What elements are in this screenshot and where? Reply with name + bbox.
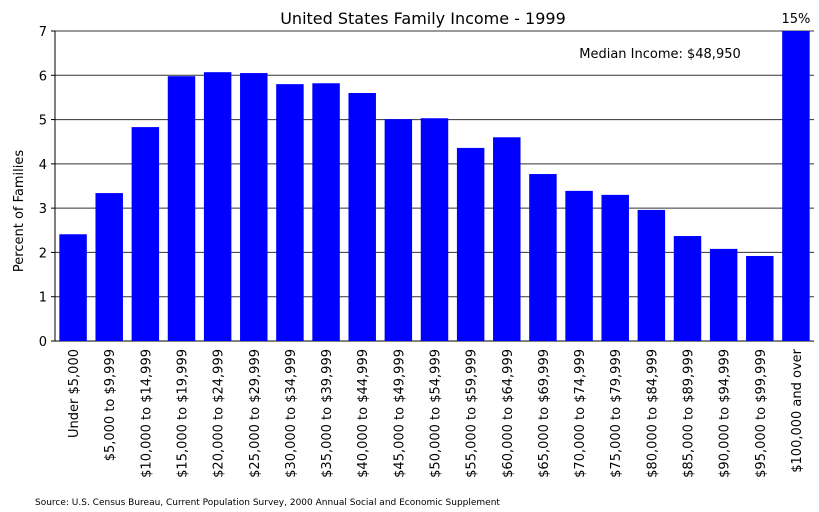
x-tick-label: $20,000 to $24,999: [212, 349, 227, 478]
x-tick-label: $5,000 to $9,999: [103, 349, 118, 461]
x-tick-label: $100,000 and over: [790, 348, 805, 472]
bar: [529, 174, 557, 341]
x-tick-label: $25,000 to $29,999: [248, 349, 263, 478]
x-tick-label: $70,000 to $74,999: [573, 349, 588, 478]
bar: [673, 236, 702, 341]
value-label: 15%: [781, 12, 810, 27]
bar: [348, 93, 376, 341]
x-tick-label: Under $5,000: [67, 349, 82, 438]
y-tick-label: 3: [39, 202, 47, 217]
y-tick-label: 6: [39, 69, 47, 84]
bar: [312, 83, 340, 341]
bar: [59, 234, 87, 341]
x-tick-label: $90,000 to $94,999: [718, 349, 733, 478]
chart-title: United States Family Income - 1999: [280, 9, 566, 28]
x-tick-label: $15,000 to $19,999: [176, 349, 191, 478]
x-tick-label: $75,000 to $79,999: [609, 349, 624, 478]
source-note: Source: U.S. Census Bureau, Current Popu…: [35, 498, 500, 508]
y-tick-label: 7: [39, 25, 47, 40]
bar: [493, 137, 521, 341]
labels: 0 1 2 3 4 5 6 7 Under $5,000 $5,000 to $9,999 $10,…: [39, 12, 811, 478]
x-tick-label: $95,000 to $99,999: [754, 349, 769, 478]
bar: [203, 72, 232, 341]
bar: [131, 127, 160, 341]
y-tick-label: 2: [39, 246, 47, 261]
x-tick-label: $55,000 to $59,999: [465, 349, 480, 478]
x-tick-label: $40,000 to $44,999: [356, 349, 371, 478]
bar: [565, 190, 593, 341]
bar: [95, 193, 123, 341]
bar: [276, 84, 304, 341]
annotation: Median Income: $48,950: [579, 47, 741, 62]
x-tick-label: $80,000 to $84,999: [645, 349, 660, 478]
bar: [601, 194, 629, 341]
x-tick-label: $35,000 to $39,999: [320, 349, 335, 478]
x-tick-label: $45,000 to $49,999: [392, 349, 407, 478]
bar: [384, 119, 413, 341]
bar: [456, 147, 485, 341]
bar: [167, 76, 196, 341]
x-tick-label: $65,000 to $69,999: [537, 349, 552, 478]
x-tick-label: $85,000 to $89,999: [682, 349, 697, 478]
bars: [59, 31, 810, 341]
bar: [637, 209, 666, 341]
bar: [782, 31, 810, 341]
bar: [709, 248, 738, 341]
x-tick-label: $10,000 to $14,999: [139, 349, 154, 478]
y-tick-label: 4: [39, 158, 47, 173]
x-tick-label: $60,000 to $64,999: [501, 349, 516, 478]
bar: [420, 118, 449, 341]
x-tick-label: $30,000 to $34,999: [284, 349, 299, 478]
y-tick-label: 5: [39, 114, 47, 129]
y-tick-label: 1: [39, 291, 47, 306]
x-tick-label: $50,000 to $54,999: [429, 349, 444, 478]
y-axis-label: Percent of Families: [12, 150, 27, 272]
y-tick-label: 0: [39, 335, 47, 350]
bar: [240, 73, 268, 341]
bar: [746, 255, 774, 341]
